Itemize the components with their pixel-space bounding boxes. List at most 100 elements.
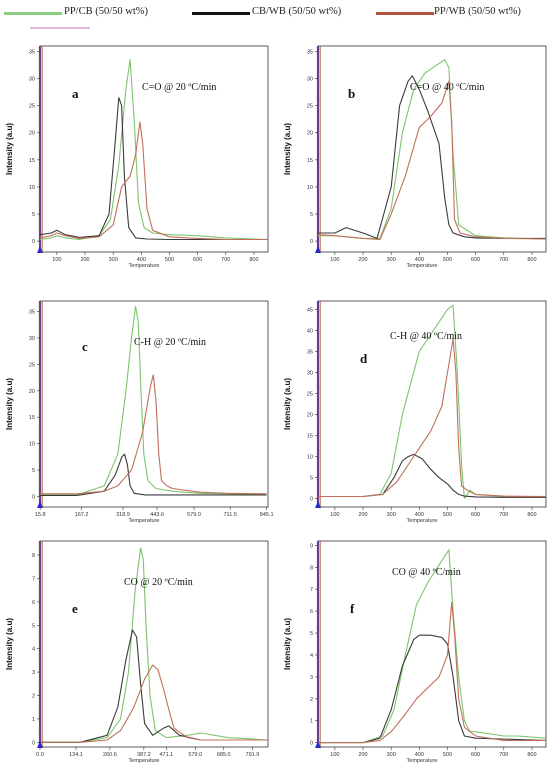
legend-swatch-cb-wb [192,12,250,15]
plot-frame [39,540,269,748]
x-tick-label: 500 [165,257,174,263]
y-tick-label: 25 [29,104,35,110]
y-tick-label: 15 [29,415,35,421]
x-tick-label: 791.9 [246,752,260,758]
panel-condition-label: CO @ 20 ºC/min [124,577,193,588]
legend: PP/CB (50/50 wt%) CB/WB (50/50 wt%) PP/W… [0,0,550,30]
y-tick-label: 9 [310,543,313,549]
y-tick-label: 10 [29,442,35,448]
chart-panel-a: 0 5 10 15 20 25 30 35 100 200 300 400 500 600 700 800 Te… [2,40,272,269]
y-tick-label: 5 [310,631,313,637]
y-axis-label: Intensity (a.u) [283,618,292,670]
axis-marker-icon [37,246,43,253]
y-tick-label: 5 [310,212,313,218]
legend-label-pp-cb: PP/CB (50/50 wt%) [64,6,149,17]
y-axis-label: Intensity (a.u) [5,618,14,670]
y-tick-label: 5 [32,468,35,474]
series-line-cb_wb [318,453,546,498]
x-tick-label: 134.1 [69,752,83,758]
axis-marker-icon [315,741,321,748]
series-line-pp_cb [318,549,547,744]
series-line-pp_wb [40,664,268,743]
plot-frame [317,300,547,508]
legend-label-cb-wb: CB/WB (50/50 wt%) [252,6,342,17]
x-tick-label: 700 [221,257,230,263]
series-line-cb_wb [39,96,268,241]
x-tick-label: 800 [527,257,536,263]
axis-marker-icon [37,741,43,748]
x-tick-label: 387.2 [137,752,151,758]
x-tick-label: 845.1 [260,512,274,518]
y-axis-label: Intensity (a.u) [283,378,292,430]
x-axis-label: Temperature [129,518,160,524]
x-tick-label: 700 [499,257,508,263]
y-tick-label: 7 [310,587,313,593]
x-tick-label: 318.9 [116,512,130,518]
chart-panel-f: 0 1 2 3 4 5 6 7 8 9 100 200 300 400 500 600 700 800 Temper… [280,535,550,764]
y-tick-label: 20 [307,413,313,419]
x-tick-label: 685.0 [217,752,231,758]
x-axis-label: Temperature [407,263,438,269]
y-tick-label: 6 [32,600,35,606]
plot-frame [39,45,269,253]
series-line-pp_wb [40,374,267,495]
x-tick-label: 500 [443,257,452,263]
y-tick-label: 4 [310,653,313,659]
x-tick-label: 700 [499,752,508,758]
panel-letter: c [82,339,88,354]
series-line-pp_cb [40,305,267,496]
x-tick-label: 579.0 [188,752,202,758]
series-line-pp_wb [39,121,268,241]
panel-condition-label: C-H @ 20 ºC/min [134,337,206,348]
y-tick-label: 10 [307,455,313,461]
y-tick-label: 45 [307,307,313,313]
x-tick-label: 600 [193,257,202,263]
y-axis-label: Intensity (a.u) [5,378,14,430]
y-axis-label: Intensity (a.u) [5,123,14,175]
y-tick-label: 15 [307,158,313,164]
series-line-pp_wb [318,338,547,498]
x-tick-label: 300 [387,257,396,263]
y-tick-label: 0 [310,741,313,747]
y-tick-label: 20 [29,131,35,137]
series-line-pp_wb [318,601,546,744]
x-tick-label: 579.0 [187,512,201,518]
y-tick-label: 0 [32,239,35,245]
chart-panel-e: 0 1 2 3 4 5 6 7 8 0.0 134.1 260.6 387.2 471.1 579.0 685… [2,535,272,764]
legend-decor-underline [30,27,90,29]
x-tick-label: 500 [443,752,452,758]
x-tick-label: 400 [415,752,424,758]
y-tick-label: 10 [307,185,313,191]
y-tick-label: 0 [310,497,313,503]
panel-condition-label: C=O @ 20 ºC/min [142,82,216,93]
y-tick-label: 25 [29,362,35,368]
chart-svg-f: 0 1 2 3 4 5 6 7 8 9 100 200 300 400 500 600 700 800 Temper… [283,540,547,764]
panel-condition-label: C=O @ 40 ºC/min [410,82,484,93]
chart-svg-a: 0 5 10 15 20 25 30 35 100 200 300 400 500 600 700 800 Te… [5,45,269,269]
y-tick-label: 35 [307,349,313,355]
x-tick-label: 711.5 [224,512,237,518]
x-tick-label: 600 [471,257,480,263]
chart-panel-b: 0 5 10 15 20 25 30 35 100 200 300 400 500 600 700 800 Te… [280,40,550,269]
y-tick-label: 15 [29,158,35,164]
y-tick-label: 5 [32,623,35,629]
x-tick-label: 471.1 [159,752,173,758]
x-tick-label: 100 [330,512,339,518]
legend-label-pp-wb: PP/WB (50/50 wt%) [434,6,521,17]
legend-swatch-pp-cb [4,12,62,15]
y-tick-label: 1 [310,719,313,725]
y-tick-label: 0 [32,494,35,500]
x-tick-label: 800 [249,257,258,263]
y-tick-label: 30 [307,77,313,83]
plot-frame [39,300,269,508]
x-tick-label: 260.6 [103,752,117,758]
series-line-pp_cb [40,547,269,743]
series-line-cb_wb [318,634,547,744]
panel-condition-label: CO @ 40 ºC/min [392,567,461,578]
x-tick-label: 167.2 [75,512,89,518]
y-tick-label: 20 [307,131,313,137]
x-tick-label: 800 [527,752,536,758]
panel-letter: e [72,601,78,616]
x-tick-label: 100 [52,257,61,263]
y-tick-label: 2 [310,697,313,703]
